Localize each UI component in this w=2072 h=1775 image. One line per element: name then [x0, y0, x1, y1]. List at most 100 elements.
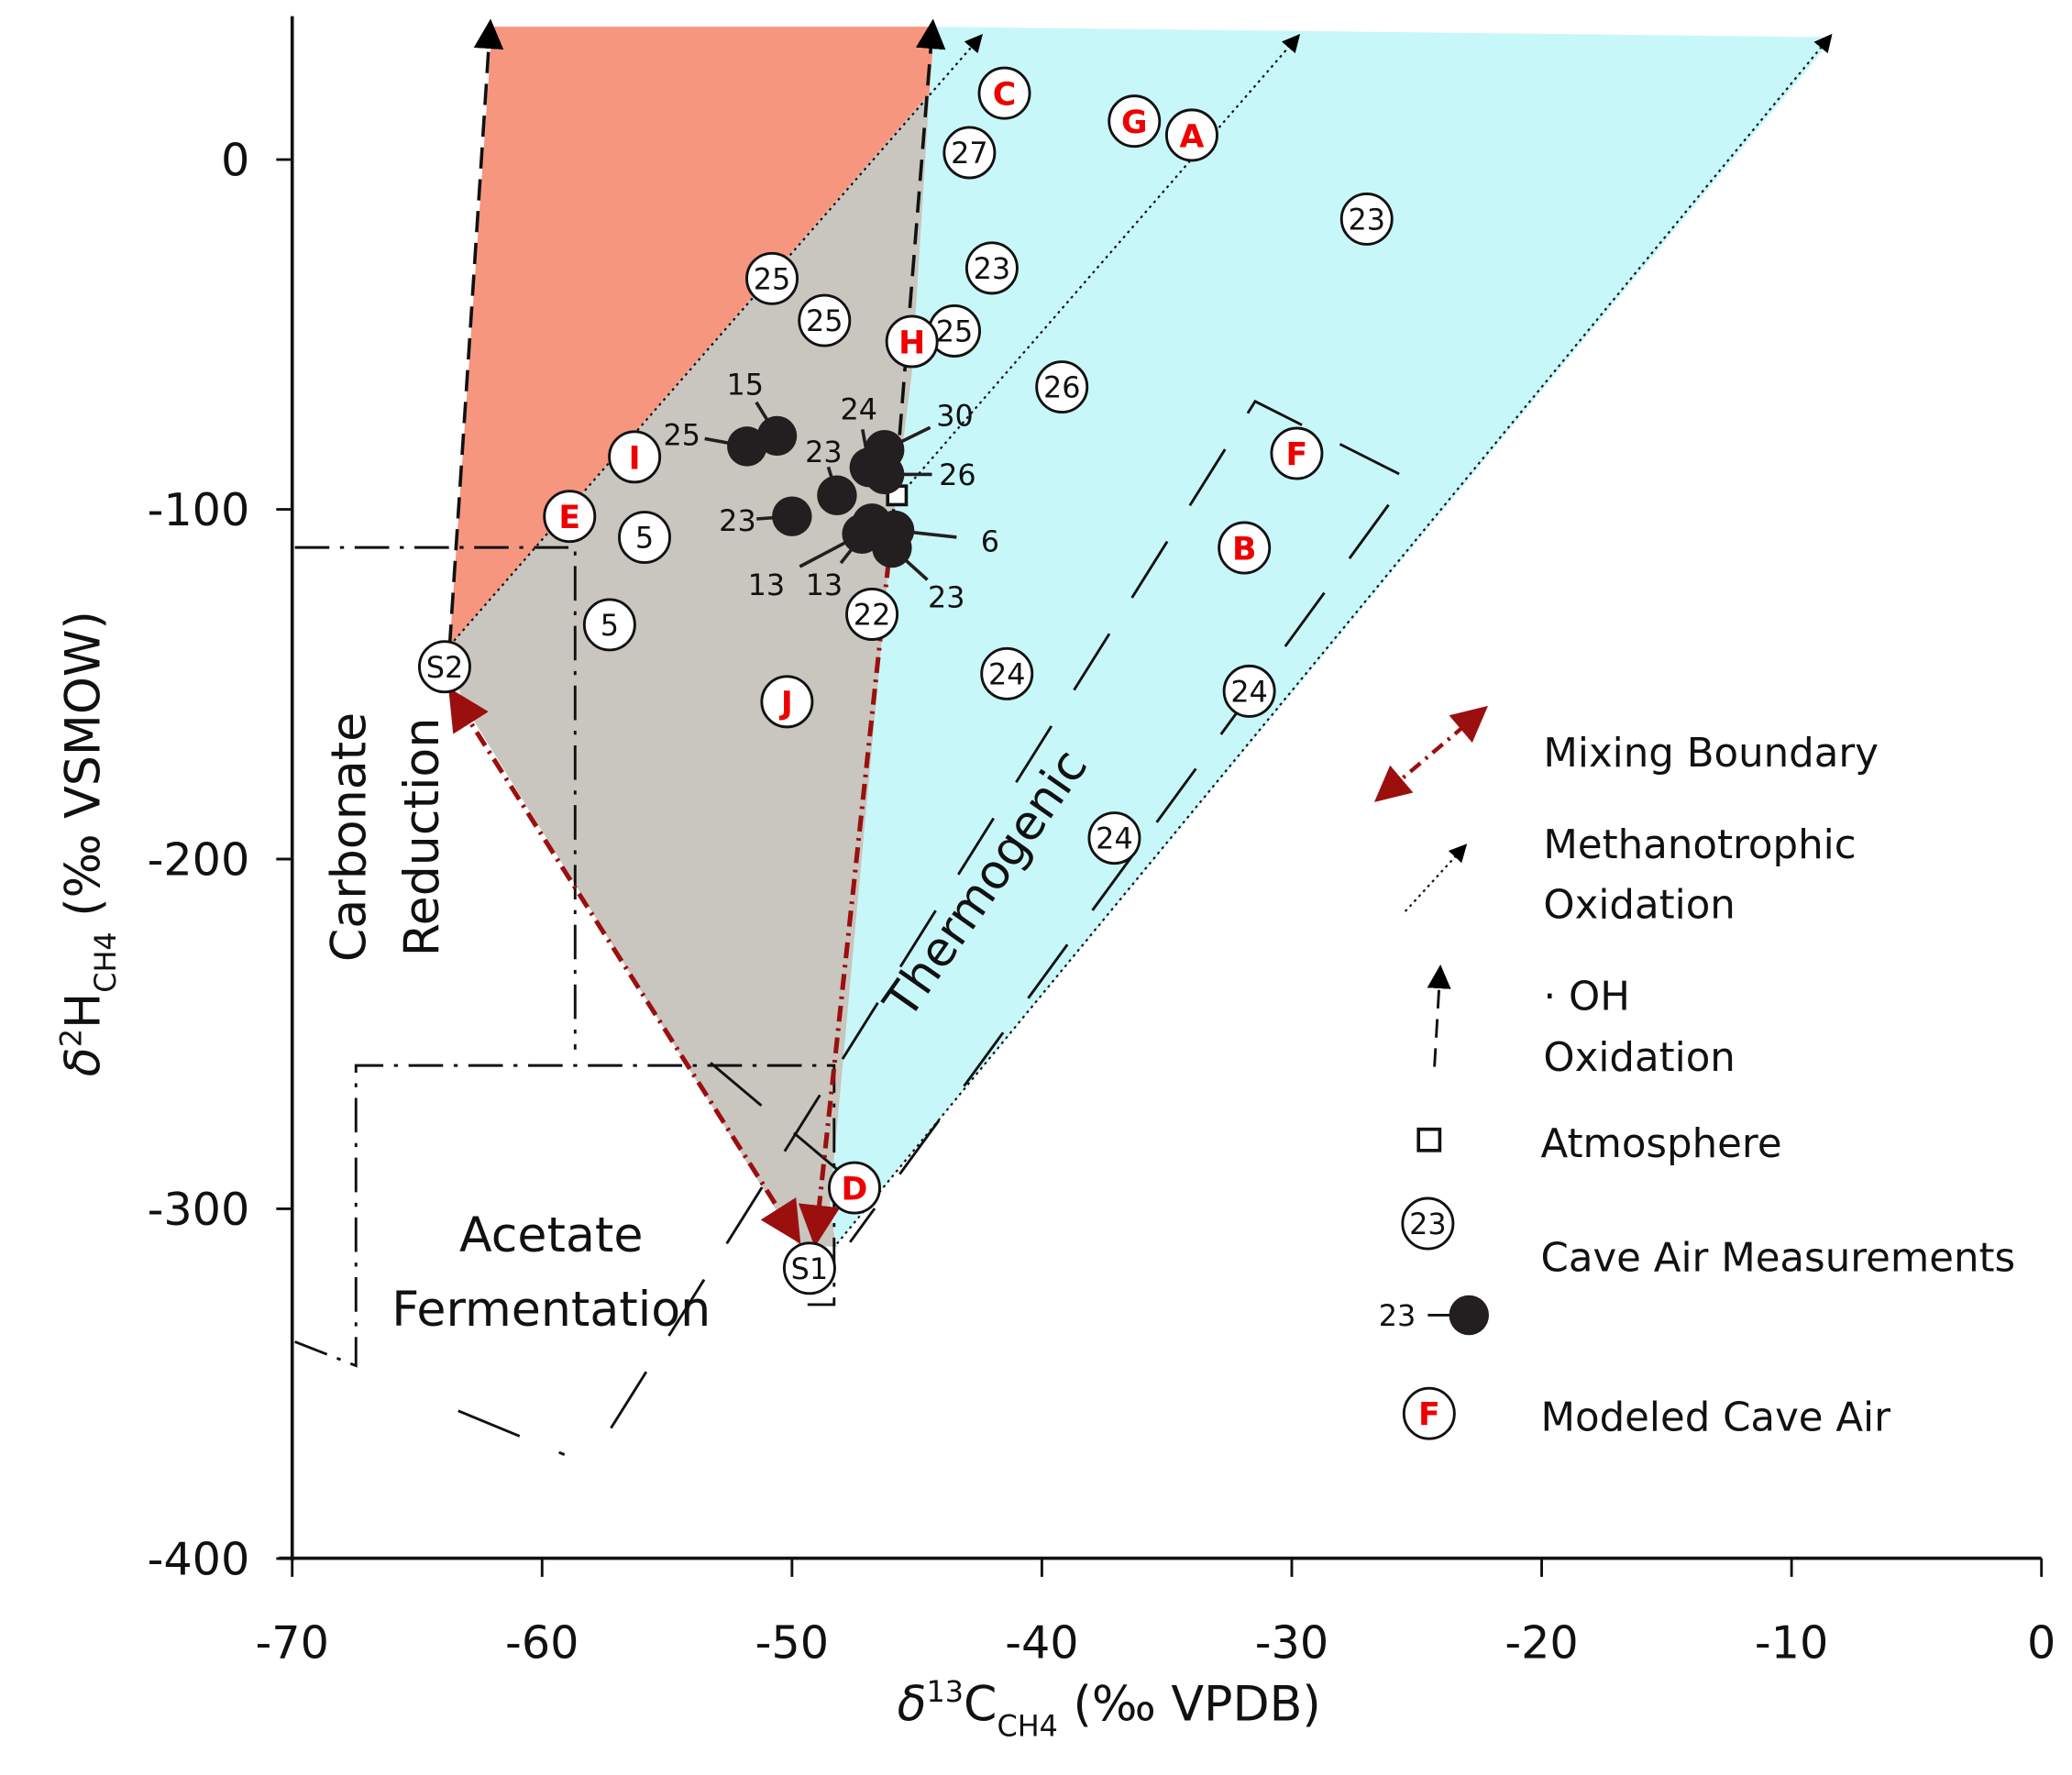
- modeled-cave-air-label: G: [1121, 105, 1148, 141]
- legend-cave-air-label: Cave Air Measurements: [1541, 1236, 2016, 1282]
- x-tick-label: 0: [2027, 1615, 2055, 1669]
- cave-air-open-label: 27: [951, 136, 988, 171]
- legend-modeled-sample: F: [1418, 1397, 1440, 1434]
- region-label-acetate-1: Acetate: [459, 1208, 643, 1263]
- x-axis-label: δ13CCH4 (‰ VPDB): [898, 1674, 1321, 1744]
- cave-air-filled-point: [756, 415, 798, 457]
- y-tick-label: 0: [221, 133, 249, 186]
- modeled-cave-air-label: H: [898, 325, 925, 361]
- region-label-carbonate-1: Carbonate: [322, 712, 377, 962]
- y-tick-label: -100: [148, 483, 250, 536]
- legend-open-circle-label: 23: [1409, 1207, 1447, 1241]
- y-axis-label-sup: 2: [53, 1029, 88, 1047]
- legend-filled-circle-icon: [1449, 1295, 1490, 1336]
- cave-air-filled-label: 23: [719, 503, 756, 538]
- methanotrophic-oxidation-line: [448, 34, 983, 647]
- mixing-boundary-line: [448, 687, 801, 1244]
- x-axis-label-sup: 13: [926, 1674, 964, 1709]
- modeled-cave-air-point: [828, 1161, 881, 1215]
- x-tick-label: -30: [1255, 1615, 1328, 1669]
- cave-air-open-label: 25: [806, 303, 843, 338]
- x-tick-label: -40: [1005, 1615, 1078, 1669]
- cave-air-open-point: [1035, 360, 1089, 414]
- y-tick-label: -400: [148, 1532, 250, 1585]
- legend: Mixing Boundary Methanotrophic Oxidation…: [1373, 705, 2016, 1441]
- cave-air-filled-label: 26: [939, 458, 976, 492]
- legend-mixing-symbol: [1373, 705, 1489, 802]
- legend-filled-circle-label: 23: [1379, 1298, 1416, 1333]
- cave-air-open-point: [1222, 664, 1276, 718]
- cave-air-open-point: [980, 646, 1034, 700]
- cave-air-filled-point: [772, 496, 812, 536]
- mixed-field: [449, 93, 930, 1248]
- cave-air-open-point: [782, 1241, 836, 1295]
- modeled-cave-air-point: [1108, 94, 1162, 149]
- cave-air-filled-label: 15: [726, 368, 764, 402]
- modeled-cave-air-point: [885, 314, 939, 369]
- cave-air-open-point: [1087, 811, 1141, 865]
- y-axis-label-base: H: [57, 993, 112, 1029]
- x-tick-label: -20: [1504, 1615, 1578, 1669]
- cave-air-open-label: 24: [988, 656, 1026, 691]
- modeled-cave-air-label: E: [558, 500, 580, 536]
- y-tick-label: -200: [148, 832, 250, 886]
- cave-air-open-label: 23: [974, 251, 1011, 286]
- cave-air-open-label: 25: [754, 261, 791, 296]
- cave-air-open-label: 23: [1348, 203, 1385, 237]
- cave-air-open-point: [964, 241, 1019, 295]
- cave-air-open-label: 25: [936, 314, 974, 349]
- legend-oh-label-2: Oxidation: [1543, 1035, 1735, 1081]
- legend-oh-label-1: · OH: [1543, 974, 1630, 1020]
- modeled-cave-air-point: [608, 430, 662, 484]
- cave-air-open-point: [745, 251, 799, 305]
- legend-modeled-label: Modeled Cave Air: [1541, 1395, 1891, 1441]
- cave-air-open-label: 24: [1096, 821, 1133, 856]
- modeled-cave-air-point: [760, 675, 814, 729]
- legend-oh-symbol: [1427, 965, 1451, 1067]
- cave-air-open-point: [418, 640, 471, 694]
- modeled-cave-air-label: A: [1180, 118, 1205, 155]
- cave-air-filled-point: [864, 454, 905, 495]
- x-axis-label-tail: (‰ VPDB): [1058, 1677, 1321, 1732]
- modeled-cave-air-label: B: [1232, 532, 1257, 568]
- modeled-cave-air-label: D: [842, 1172, 868, 1208]
- y-tick-label: -300: [148, 1183, 250, 1236]
- modeled-cave-air-label: F: [1286, 437, 1308, 474]
- modeled-cave-air-point: [1218, 521, 1272, 575]
- region-label-carbonate-2: Reduction: [395, 718, 450, 957]
- x-axis-label-delta: δ: [898, 1677, 927, 1732]
- modeled-cave-air-point: [977, 66, 1031, 120]
- y-axis-label-tail: (‰ VSMOW): [57, 611, 112, 932]
- cave-air-open-point: [582, 598, 636, 652]
- cave-air-filled-label: 25: [664, 417, 701, 452]
- cave-air-open-point: [942, 126, 997, 180]
- x-tick-label: -60: [505, 1615, 579, 1669]
- modeled-cave-air-label: I: [629, 440, 641, 477]
- cave-air-filled-label: 24: [840, 392, 877, 427]
- y-axis-label-delta: δ: [57, 1047, 112, 1076]
- legend-methanotrophic-label-1: Methanotrophic: [1543, 822, 1856, 868]
- cave-air-open-label: 5: [635, 521, 654, 556]
- x-tick-label: -10: [1755, 1615, 1828, 1669]
- modeled-cave-air-point: [543, 490, 597, 544]
- cave-air-open-label: 24: [1230, 674, 1268, 709]
- cave-air-filled-point: [817, 475, 857, 516]
- cave-air-open-label: 5: [601, 608, 619, 643]
- cave-air-filled-label: 13: [806, 568, 843, 602]
- y-axis-label-sub: CH4: [88, 932, 123, 992]
- legend-atmosphere-label: Atmosphere: [1541, 1121, 1782, 1167]
- legend-atmosphere-icon: [1416, 1127, 1442, 1152]
- cave-air-open-label: 22: [854, 598, 891, 633]
- cave-air-filled-point: [727, 426, 767, 467]
- modeled-cave-air-label: J: [779, 685, 793, 722]
- axes: -70 -60 -50 -40 -30 -20 -10 00-100-200-300-400: [148, 16, 2055, 1669]
- cave-air-filled-label: 6: [981, 524, 999, 559]
- cave-air-open-point: [798, 293, 852, 347]
- x-tick-label: -70: [255, 1615, 328, 1669]
- x-axis-label-base: C: [964, 1677, 997, 1732]
- cave-air-filled-point: [872, 527, 912, 568]
- methanotrophic-oxidation-line: [836, 33, 1833, 1245]
- x-tick-label: -50: [755, 1615, 829, 1669]
- cave-air-filled-label: 13: [748, 568, 786, 602]
